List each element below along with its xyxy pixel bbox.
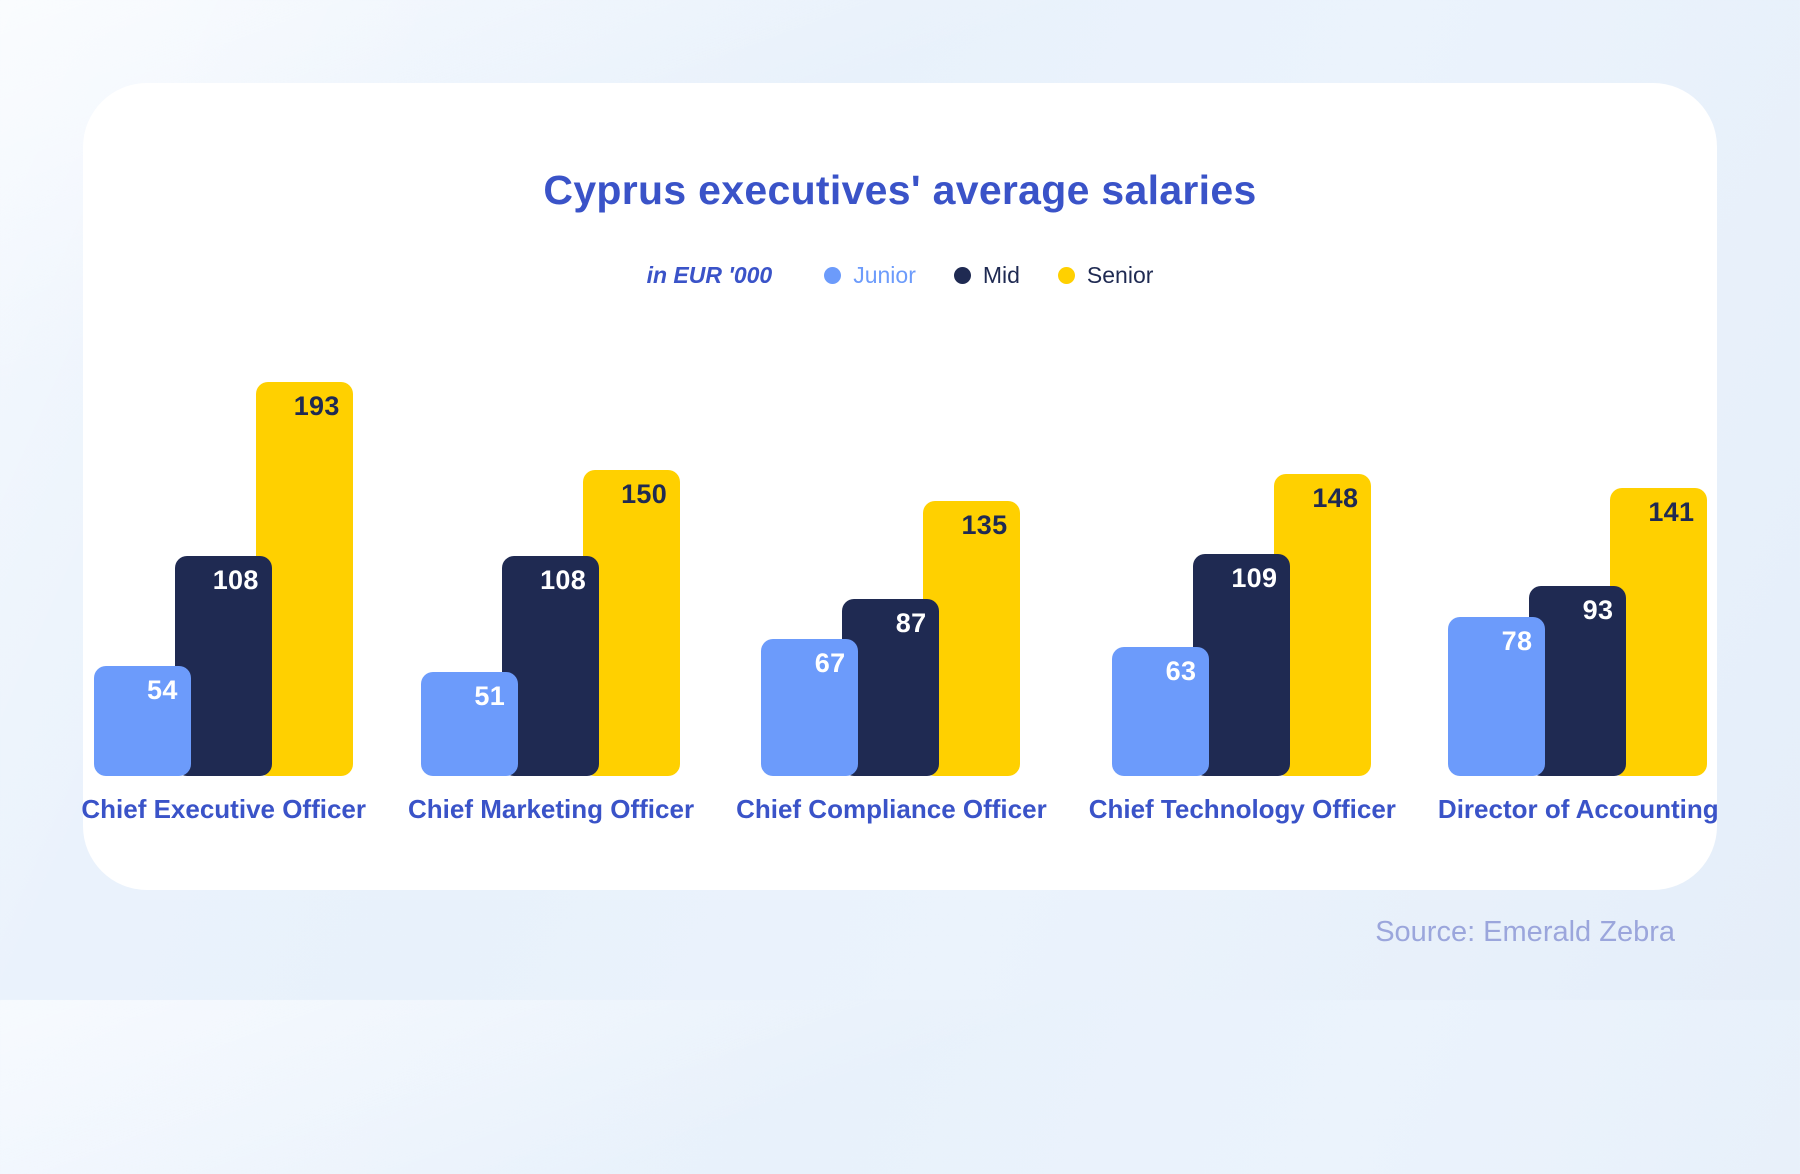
bar-value-label: 108 bbox=[540, 565, 587, 596]
bar-value-label: 150 bbox=[621, 479, 668, 510]
bar-senior: 193 bbox=[255, 382, 353, 777]
bar-mid: 108 bbox=[502, 556, 600, 777]
bar-junior: 51 bbox=[421, 672, 519, 777]
legend-dot-senior-icon bbox=[1057, 267, 1075, 285]
legend-item-mid: Mid bbox=[953, 262, 1020, 289]
bar-group: 78 93 141 Director of Accounting bbox=[1438, 376, 1719, 825]
category-label: Chief Technology Officer bbox=[1088, 794, 1396, 825]
bar-value-label: 54 bbox=[147, 675, 178, 706]
bar-mid: 87 bbox=[842, 599, 940, 777]
bar-value-label: 67 bbox=[814, 648, 846, 679]
legend: in EUR '000 Junior Mid Senior bbox=[83, 262, 1717, 289]
units-label: in EUR '000 bbox=[646, 262, 773, 289]
bar-senior: 135 bbox=[923, 501, 1021, 777]
bar-value-label: 109 bbox=[1231, 563, 1278, 594]
bar-value-label: 135 bbox=[961, 510, 1008, 541]
bar-senior: 150 bbox=[583, 470, 681, 777]
category-label: Director of Accounting bbox=[1437, 794, 1719, 825]
bar-junior: 63 bbox=[1112, 647, 1210, 777]
bar-junior: 54 bbox=[93, 666, 191, 777]
bar-value-label: 63 bbox=[1165, 656, 1197, 687]
bar-value-label: 108 bbox=[212, 565, 259, 596]
bar-value-label: 148 bbox=[1312, 483, 1359, 514]
legend-item-senior: Senior bbox=[1057, 262, 1154, 289]
bar-cluster: 78 93 141 bbox=[1448, 376, 1708, 777]
legend-label-junior: Junior bbox=[853, 262, 916, 289]
category-label: Chief Executive Officer bbox=[81, 794, 367, 825]
source-credit: Source: Emerald Zebra bbox=[1375, 916, 1675, 948]
bar-value-label: 93 bbox=[1582, 595, 1614, 626]
chart: 54 108 193 Chief Executive Officer 51 108 150 C… bbox=[81, 376, 1719, 825]
bar-group: 51 108 150 Chief Marketing Officer bbox=[408, 376, 694, 825]
bar-junior: 78 bbox=[1448, 617, 1546, 777]
bar-value-label: 87 bbox=[895, 608, 927, 639]
chart-title: Cyprus executives' average salaries bbox=[543, 167, 1257, 213]
bar-value-label: 141 bbox=[1648, 497, 1695, 528]
legend-label-mid: Mid bbox=[982, 262, 1020, 289]
legend-dot-mid-icon bbox=[953, 267, 971, 285]
chart-card: Cyprus executives' average salaries in E… bbox=[81, 83, 1719, 890]
bar-cluster: 54 108 193 bbox=[93, 376, 354, 777]
bar-group: 63 109 148 Chief Technology Officer bbox=[1089, 376, 1396, 825]
bar-junior: 67 bbox=[761, 639, 859, 777]
bar-mid: 108 bbox=[174, 556, 272, 777]
bar-group: 67 87 135 Chief Compliance Officer bbox=[736, 376, 1047, 825]
bar-value-label: 193 bbox=[293, 391, 340, 422]
bar-cluster: 63 109 148 bbox=[1112, 376, 1372, 777]
category-label: Chief Marketing Officer bbox=[408, 794, 695, 825]
legend-dot-junior-icon bbox=[824, 267, 842, 285]
bar-senior: 141 bbox=[1610, 488, 1708, 777]
legend-label-senior: Senior bbox=[1086, 262, 1154, 289]
bar-group: 54 108 193 Chief Executive Officer bbox=[81, 376, 366, 825]
legend-item-junior: Junior bbox=[824, 262, 916, 289]
bar-cluster: 67 87 135 bbox=[761, 376, 1021, 777]
category-label: Chief Compliance Officer bbox=[736, 794, 1047, 825]
bar-value-label: 78 bbox=[1501, 626, 1533, 657]
bar-senior: 148 bbox=[1274, 474, 1372, 777]
bar-mid: 93 bbox=[1529, 586, 1627, 777]
bar-cluster: 51 108 150 bbox=[421, 376, 681, 777]
bar-mid: 109 bbox=[1193, 554, 1291, 777]
bar-value-label: 51 bbox=[474, 681, 506, 712]
